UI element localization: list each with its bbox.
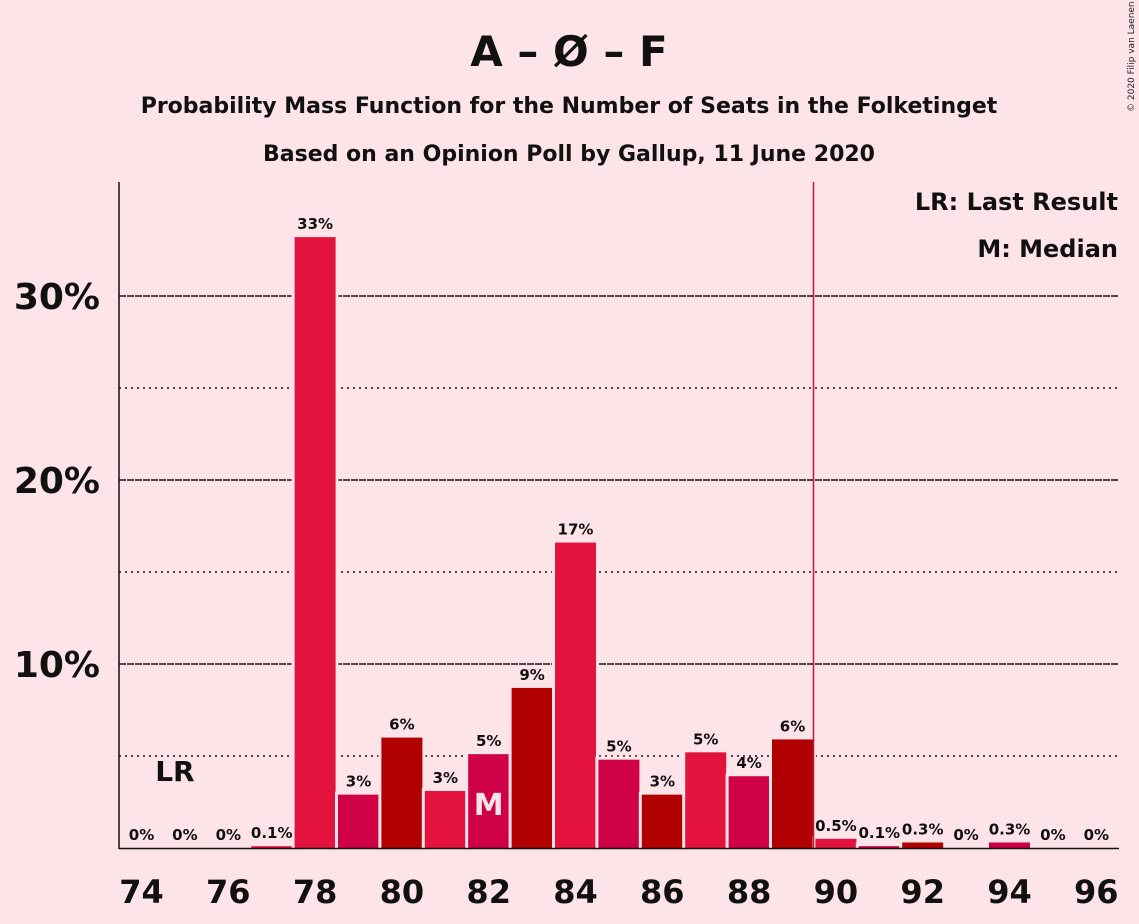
bar-value-label: 3% [346, 773, 371, 791]
x-tick-label: 76 [206, 873, 251, 911]
x-tick-label: 84 [553, 873, 598, 911]
bar-halo [248, 843, 296, 848]
x-tick-label: 86 [640, 873, 685, 911]
bar-value-label: 5% [606, 738, 631, 756]
bar-value-label: 6% [780, 717, 805, 735]
bar-value-label: 0.3% [989, 820, 1031, 838]
bar-seat-78 [294, 237, 336, 848]
bar-seat-77 [251, 846, 293, 848]
bar-value-label: 33% [297, 215, 333, 233]
bar-value-label: 0% [1040, 826, 1065, 844]
bar-seat-92 [902, 842, 944, 848]
bar-seat-88 [728, 776, 770, 848]
bar-value-label: 4% [736, 754, 761, 772]
y-tick-label: 20% [14, 461, 100, 502]
bar-value-label: 5% [476, 732, 501, 750]
bar-seat-89 [772, 739, 813, 848]
bar-value-label: 6% [389, 716, 414, 734]
bar-value-label: 0.5% [815, 817, 857, 835]
x-tick-label: 78 [293, 873, 338, 911]
bar-value-label: 17% [558, 521, 594, 539]
legend-last-result: LR: Last Result [915, 188, 1118, 216]
bar-value-label: 0% [953, 826, 978, 844]
y-tick-label: 10% [14, 645, 100, 686]
bar-value-label: 3% [433, 769, 458, 787]
chart-title: A – Ø – F [470, 27, 667, 76]
x-tick-label: 94 [987, 873, 1032, 911]
chart-subtitle-2: Based on an Opinion Poll by Gallup, 11 J… [263, 142, 875, 167]
median-marker: M [474, 788, 504, 823]
x-tick-label: 74 [119, 873, 164, 911]
x-tick-label: 92 [900, 873, 945, 911]
bar-halo [855, 843, 903, 848]
bar-value-label: 0% [216, 826, 241, 844]
bar-seat-81 [424, 790, 466, 848]
copyright-note: © 2020 Filip van Laenen [1127, 1, 1137, 112]
x-tick-label: 90 [814, 873, 859, 911]
bar-seat-86 [641, 794, 683, 848]
bar-value-label: 0% [172, 826, 197, 844]
bar-value-label: 3% [650, 773, 675, 791]
bar-value-label: 0.3% [902, 820, 944, 838]
y-tick-label: 30% [14, 277, 100, 318]
chart-subtitle: Probability Mass Function for the Number… [141, 94, 998, 119]
x-tick-label: 82 [466, 873, 511, 911]
bar-seat-94 [989, 842, 1030, 848]
x-tick-label: 80 [380, 873, 425, 911]
last-result-marker: LR [155, 755, 194, 788]
bar-seat-84 [555, 542, 596, 848]
bar-value-label: 0% [129, 826, 154, 844]
bar-value-label: 0.1% [251, 824, 293, 842]
bar-seat-83 [511, 687, 553, 848]
bar-value-label: 5% [693, 730, 718, 748]
bar-seat-87 [685, 752, 727, 848]
legend-median: M: Median [977, 235, 1118, 263]
bar-seat-80 [381, 737, 423, 848]
bar-seat-82 [468, 754, 510, 848]
bar-seat-91 [858, 846, 900, 848]
x-tick-label: 96 [1074, 873, 1119, 911]
bar-seat-79 [338, 794, 379, 848]
bar-seat-90 [815, 838, 857, 848]
bar-value-label: 9% [519, 666, 544, 684]
bar-value-label: 0.1% [858, 824, 900, 842]
bar-seat-85 [598, 759, 640, 848]
x-tick-label: 88 [727, 873, 772, 911]
bar-value-label: 0% [1084, 826, 1109, 844]
